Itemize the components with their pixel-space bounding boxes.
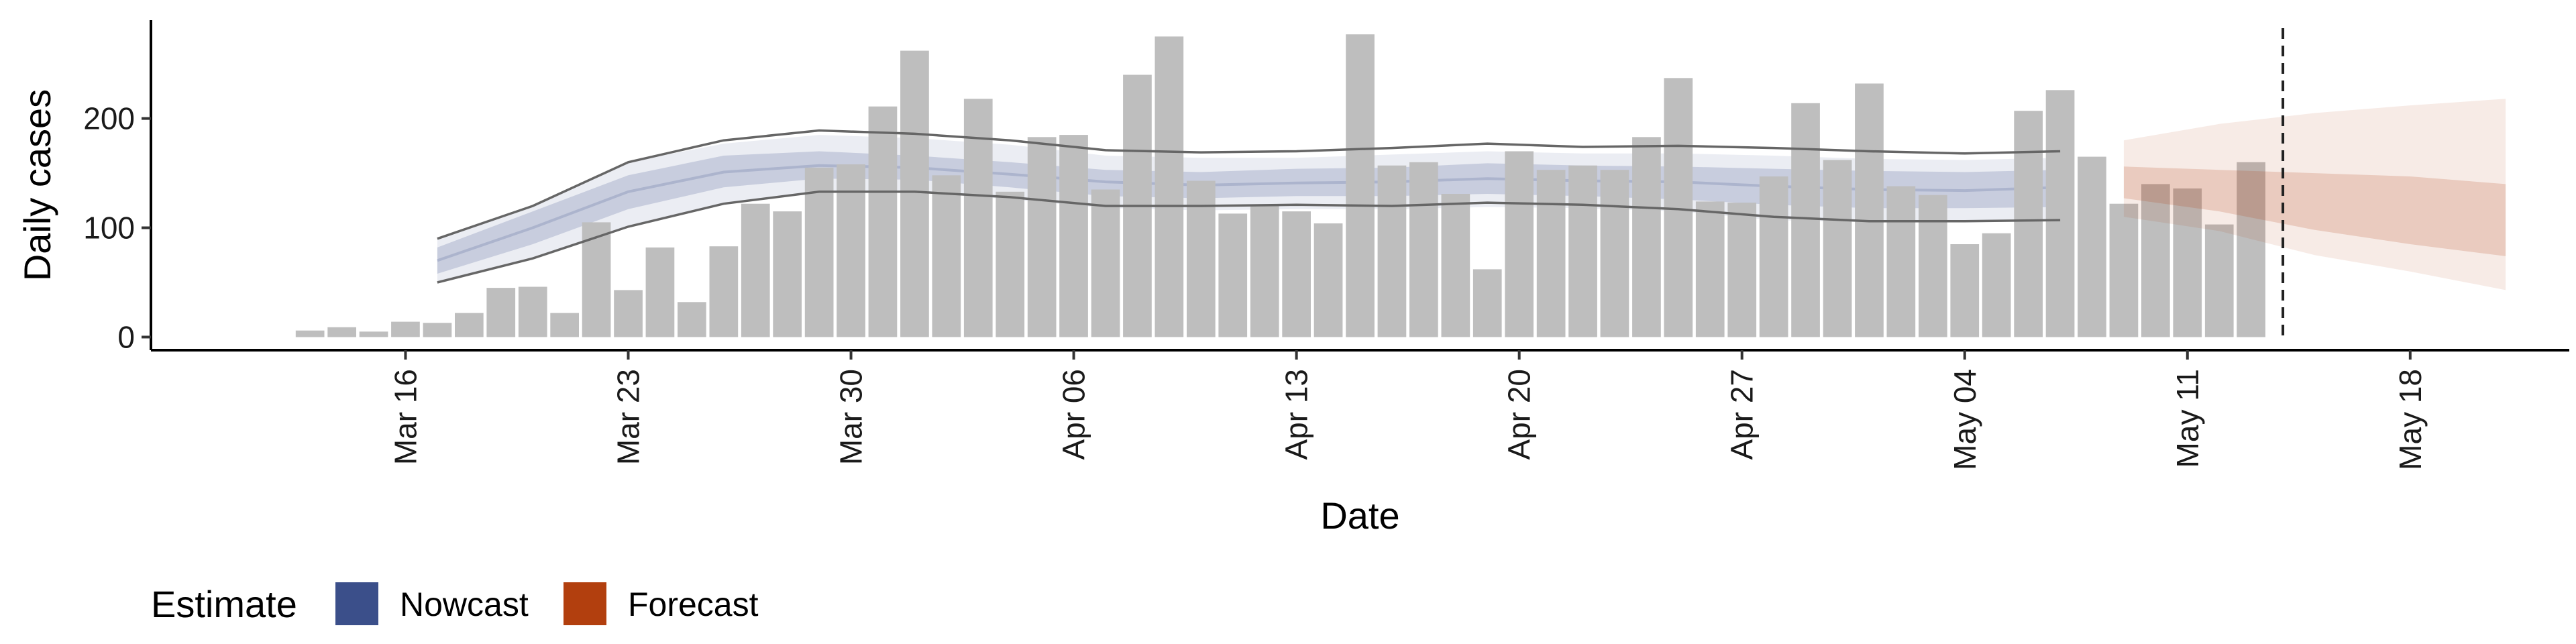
- case-bar: [1759, 176, 1788, 337]
- case-bar: [996, 191, 1025, 337]
- case-bar: [2204, 224, 2234, 337]
- case-bar: [2014, 111, 2043, 337]
- nowcast-lower-line: [437, 191, 2061, 284]
- x-axis-title: Date: [1320, 494, 1399, 537]
- case-bar: [2141, 184, 2170, 337]
- case-bar: [1059, 135, 1088, 337]
- case-bar: [963, 99, 993, 337]
- case-bar: [1695, 201, 1725, 337]
- case-bar: [1886, 186, 1916, 337]
- case-bar: [741, 203, 770, 337]
- case-bar: [1505, 151, 1534, 337]
- case-bar: [868, 106, 898, 337]
- case-bar: [2237, 162, 2265, 337]
- forecast-inner-band: [2123, 166, 2506, 256]
- case-bar: [1727, 203, 1757, 337]
- case-bar: [2078, 156, 2106, 337]
- legend: Estimate Nowcast Forecast: [151, 582, 759, 625]
- case-bar: [1950, 244, 1980, 337]
- case-bar: [1919, 195, 1947, 337]
- forecast-outer-band: [2123, 99, 2506, 290]
- x-tick-label: Mar 16: [388, 369, 423, 465]
- case-bar: [709, 246, 739, 337]
- case-bar: [932, 175, 961, 337]
- case-bar: [1409, 162, 1438, 337]
- case-bar: [518, 286, 547, 337]
- case-bar: [1568, 165, 1597, 337]
- case-bar: [486, 288, 516, 337]
- case-bar: [1250, 206, 1279, 337]
- case-bar: [804, 167, 834, 337]
- case-bar: [1155, 36, 1184, 337]
- case-bar: [614, 290, 643, 337]
- y-tick-label: 0: [117, 319, 135, 354]
- case-bar: [837, 164, 865, 337]
- case-bar: [1187, 180, 1216, 337]
- case-bar: [1791, 103, 1820, 337]
- case-bar: [295, 330, 325, 337]
- case-bar: [1027, 137, 1057, 337]
- x-tick-label: Apr 13: [1279, 369, 1314, 460]
- case-bar: [1536, 170, 1566, 337]
- case-bar: [1346, 34, 1375, 337]
- x-tick-label: Apr 06: [1057, 369, 1091, 460]
- axes: 0 100 200 Mar 16 Mar 23 Mar 30 Apr 06 Apr 13 Apr…: [16, 20, 2569, 537]
- case-bar: [2109, 203, 2139, 337]
- legend-label-forecast: Forecast: [628, 586, 759, 623]
- legend-swatch-nowcast: [335, 582, 378, 625]
- case-bar: [1982, 233, 2011, 337]
- case-bar: [550, 313, 579, 337]
- y-tick-label: 200: [83, 101, 135, 136]
- case-bar: [1855, 83, 1884, 337]
- x-tick-label: May 04: [1947, 369, 1982, 470]
- x-tick-label: Apr 20: [1502, 369, 1537, 460]
- x-tick-label: May 11: [2170, 369, 2205, 468]
- y-tick-label: 100: [83, 211, 135, 246]
- case-bar: [1664, 78, 1693, 337]
- case-bar: [1632, 137, 1661, 337]
- case-bar: [678, 302, 706, 337]
- nowcast-median-line: [437, 164, 2061, 262]
- case-bar: [1823, 160, 1852, 337]
- forecast-bands: [437, 28, 2506, 341]
- case-bar: [327, 327, 356, 337]
- case-bar: [900, 50, 929, 337]
- legend-title: Estimate: [151, 583, 297, 625]
- nowcast-upper-line: [437, 129, 2061, 240]
- case-bar: [2173, 188, 2202, 337]
- case-bar: [1313, 223, 1343, 337]
- x-tick-label: Apr 27: [1725, 369, 1760, 460]
- case-bar: [455, 313, 484, 337]
- daily-case-bars: [295, 34, 2265, 337]
- case-bar: [391, 321, 420, 337]
- case-bar: [1441, 194, 1470, 337]
- case-bar: [1282, 211, 1311, 337]
- case-bar: [1218, 213, 1248, 337]
- case-bar: [359, 331, 388, 337]
- x-tick-label: May 18: [2393, 369, 2428, 470]
- legend-swatch-forecast: [564, 582, 606, 625]
- case-bar: [773, 211, 802, 337]
- case-bar: [423, 323, 452, 337]
- case-bar: [645, 247, 675, 337]
- legend-label-nowcast: Nowcast: [400, 586, 529, 623]
- y-axis-title: Daily cases: [16, 89, 58, 281]
- case-bar: [2045, 90, 2075, 337]
- x-tick-label: Mar 23: [611, 369, 646, 465]
- x-tick-label: Mar 30: [834, 369, 869, 465]
- case-bar: [1600, 170, 1629, 337]
- case-bar: [1091, 189, 1120, 337]
- case-bar: [1472, 269, 1502, 337]
- case-bar: [1377, 165, 1407, 337]
